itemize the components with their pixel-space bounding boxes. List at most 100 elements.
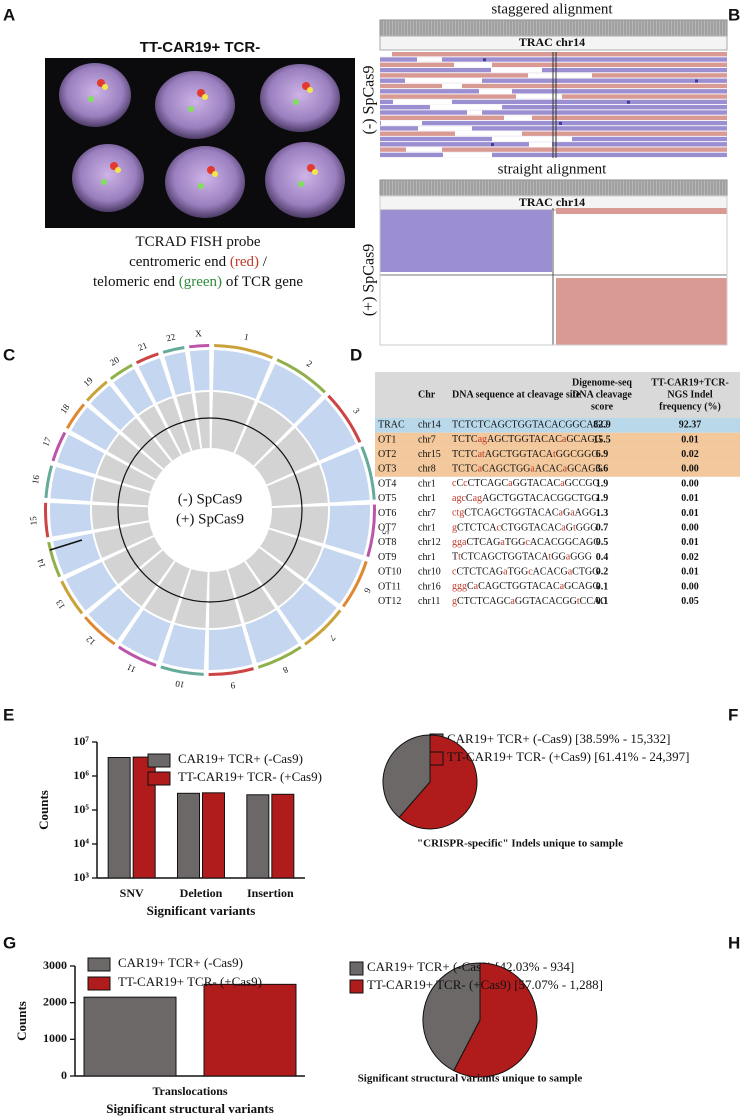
table-cell: 1.3 — [596, 508, 609, 519]
read-tail — [380, 158, 727, 164]
read-gap — [380, 52, 392, 57]
cell — [72, 144, 144, 212]
table-header — [375, 372, 740, 418]
table-cell: cCTCTCAGaTGGcACACGaCTGG — [452, 567, 599, 578]
pie-caption: "CRISPR-specific" Indels unique to sampl… — [417, 838, 623, 850]
chromosome-label: 16 — [30, 474, 41, 485]
read-gap — [467, 110, 482, 115]
legend-label: TT-CAR19+ TCR- (+Cas9) — [118, 974, 262, 989]
panel-label: A — [3, 5, 15, 24]
table-cell: TCTCagAGCTGGTACACaGCAGG — [452, 434, 602, 445]
chromosome-ring — [117, 645, 157, 667]
table-cell: 0.00 — [681, 464, 699, 475]
x-tick-label: Translocations — [152, 1084, 227, 1098]
y-axis-label: Counts — [36, 790, 51, 830]
cell — [165, 146, 245, 218]
inner-gap — [172, 396, 193, 452]
pie-slice — [453, 962, 538, 1078]
inner-gap — [105, 451, 157, 481]
chromosome-ring — [214, 344, 274, 360]
table-cell: 6.9 — [596, 449, 609, 460]
y-tick-label: 0 — [61, 1068, 67, 1082]
read-gap — [491, 67, 542, 73]
table-cell: 82.9 — [593, 420, 611, 431]
chromosome-sector — [50, 503, 92, 537]
table-cell: OT1 — [378, 434, 396, 445]
cell — [265, 142, 345, 218]
table-header-cell: Chr — [418, 389, 436, 400]
chromosome-sector — [50, 466, 95, 502]
legend-plus: (+) SpCas9 — [176, 511, 244, 527]
cell — [155, 71, 235, 139]
mismatch — [627, 100, 630, 104]
row-highlight — [375, 462, 740, 477]
y-tick-label: 10³ — [73, 870, 89, 884]
inner-gap — [141, 560, 176, 609]
read-block — [556, 278, 727, 345]
caption-line: telomeric end (green) of TCR gene — [93, 274, 303, 290]
chromosome-label: 12 — [84, 634, 97, 647]
table-cell: 0.2 — [596, 567, 609, 578]
table-cell: 0.00 — [681, 523, 699, 534]
read-gap — [479, 89, 512, 94]
table-cell: OT2 — [378, 449, 396, 460]
table-cell: OT11 — [378, 581, 401, 592]
table-cell: 0.5 — [596, 537, 609, 548]
read-gap — [381, 120, 422, 126]
table-cell: chr12 — [418, 537, 441, 548]
caption-part: (red) — [230, 254, 259, 270]
chromosome-ring — [44, 465, 54, 499]
y-tick-label: 2000 — [43, 994, 67, 1008]
y-tick-label: 10⁶ — [73, 768, 89, 782]
table-cell: cCcCTCAGCaGGTACACaGCCGG — [452, 478, 600, 489]
chromosome-label: 11 — [125, 662, 137, 675]
legend-label: CAR19+ TCR+ (-Cas9) — [118, 955, 243, 970]
caption-part: centromeric end — [129, 254, 230, 270]
chromosome-label: 6 — [362, 586, 373, 595]
read-gap — [430, 105, 502, 110]
chromosome-ring — [360, 446, 376, 500]
chromosome-ring — [84, 616, 116, 646]
chromosome-sector — [307, 547, 363, 604]
chromosome-ring — [341, 560, 368, 608]
table-header-cell: Digenome-seq — [572, 377, 632, 388]
panel-label: G — [3, 933, 16, 952]
chromosome-sector — [113, 369, 154, 415]
chromosome-sector — [208, 625, 253, 670]
inner-gap — [96, 474, 151, 494]
center — [148, 448, 272, 572]
chromosome-ring — [189, 344, 210, 349]
table-cell: OT7 — [378, 523, 396, 534]
x-tick-label: Deletion — [180, 886, 223, 900]
inner-gap — [171, 568, 192, 623]
table-header-cell: NGS Indel — [667, 389, 713, 400]
chromosome-ring — [86, 380, 108, 402]
chromosome-label: 13 — [54, 598, 68, 611]
read-gap — [442, 83, 462, 89]
chromosome-label: 14 — [35, 557, 47, 569]
chromosome-sector — [245, 610, 299, 663]
table-header-cell: DNA sequence at cleavage site — [452, 389, 581, 400]
table-cell: 0.01 — [681, 434, 699, 445]
chromosome-sector — [212, 350, 271, 400]
chromosome-label: 9 — [230, 680, 236, 691]
table-cell: TtCTCAGCTGGTACAtGGaGGG — [452, 552, 592, 563]
y-axis-label: Counts — [14, 1001, 29, 1041]
row-highlight — [375, 418, 740, 433]
table-cell: 1.9 — [596, 478, 609, 489]
inner-gap — [102, 535, 155, 562]
table-header-cell: TT-CAR19+TCR- — [651, 377, 729, 388]
track-label: TRAC chr14 — [519, 35, 585, 49]
panel-label: H — [728, 933, 740, 952]
table-cell: chr1 — [418, 523, 436, 534]
cell — [59, 63, 131, 127]
table-cell: OT4 — [378, 478, 396, 489]
probe-yellow — [312, 169, 318, 175]
chromosome-label: 20 — [108, 354, 121, 368]
bar — [202, 792, 225, 879]
bar — [83, 996, 177, 1077]
chromosome-label: 17 — [40, 435, 53, 448]
caption-part: (green) — [179, 274, 222, 290]
legend-swatch — [147, 771, 171, 786]
inner-gap — [119, 431, 164, 471]
